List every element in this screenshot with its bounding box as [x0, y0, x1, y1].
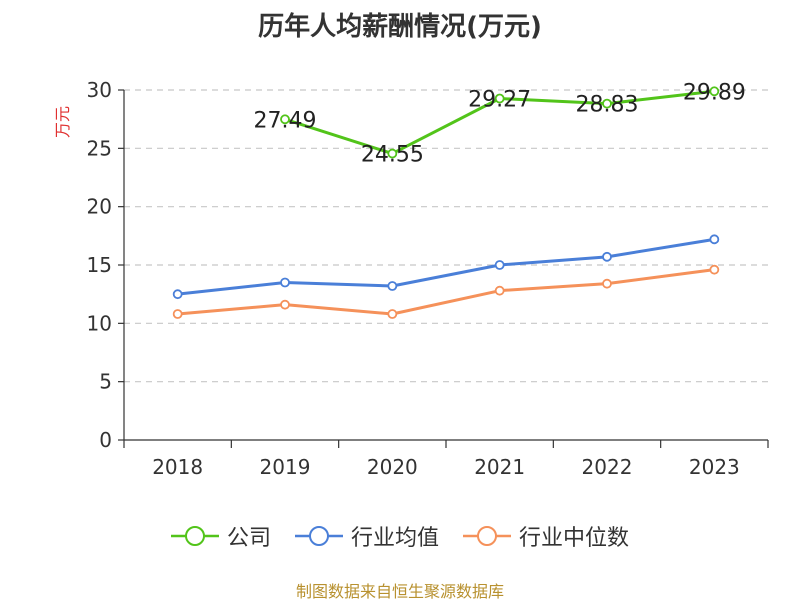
data-labels: 27.49 24.55 29.27 28.83 29.89: [254, 80, 746, 167]
axes: 0 5 10 15 20 25 30 2018 2019 2020 2021 2022 2023: [87, 78, 769, 479]
data-point: [602, 98, 612, 109]
data-point: [709, 86, 720, 97]
data-point: [172, 289, 183, 300]
legend-label-company: 公司: [226, 526, 271, 551]
data-point: [387, 281, 398, 291]
legend: 公司 行业均值 行业中位数: [0, 520, 800, 552]
grid-lines: [124, 89, 768, 383]
y-tick-label: 30: [87, 78, 112, 102]
data-point: [387, 148, 398, 159]
legend-item-industry-median[interactable]: 行业中位数: [463, 520, 629, 552]
series-line-2: [177, 268, 715, 316]
y-tick-label: 5: [99, 370, 112, 394]
legend-item-company[interactable]: 公司: [170, 520, 271, 552]
data-point: [709, 234, 720, 245]
data-label: 29.89: [683, 80, 746, 105]
y-tick-label: 0: [99, 428, 112, 452]
x-tick-label: 2020: [367, 455, 418, 479]
legend-marker-company: [170, 526, 219, 546]
x-tick-label: 2018: [152, 455, 203, 479]
data-point: [494, 93, 505, 104]
y-tick-label: 25: [87, 136, 112, 160]
y-tick-label: 10: [87, 311, 112, 335]
y-axis-label: 万元: [53, 106, 72, 138]
y-tick-label: 20: [87, 195, 112, 219]
data-point: [280, 299, 290, 310]
x-tick-label: 2022: [582, 455, 633, 479]
x-tick-label: 2023: [689, 455, 740, 479]
legend-label-industry-mean: 行业均值: [350, 526, 439, 551]
data-point: [280, 277, 290, 288]
series: [172, 86, 720, 319]
data-label: 29.27: [468, 88, 531, 113]
legend-item-industry-mean[interactable]: 行业均值: [294, 520, 439, 552]
data-point: [709, 264, 720, 275]
data-label: 28.83: [576, 93, 639, 118]
legend-marker-industry-mean: [294, 526, 343, 546]
data-label: 24.55: [361, 143, 424, 168]
legend-label-industry-median: 行业中位数: [519, 526, 630, 551]
x-tick-label: 2019: [260, 455, 311, 479]
data-point: [494, 260, 505, 270]
source-note: 制图数据来自恒生聚源数据库: [295, 582, 504, 601]
y-tick-label: 15: [87, 253, 112, 277]
data-point: [494, 285, 505, 296]
data-point: [602, 251, 612, 262]
data-point: [280, 114, 290, 125]
data-point: [602, 278, 612, 289]
x-tick-label: 2021: [474, 455, 525, 479]
legend-marker-industry-median: [463, 526, 511, 546]
data-label: 27.49: [254, 108, 317, 133]
chart-title: 历年人均薪酬情况(万元): [258, 12, 542, 42]
data-point: [387, 309, 398, 319]
series-line-1: [177, 237, 715, 296]
data-point: [172, 309, 183, 319]
